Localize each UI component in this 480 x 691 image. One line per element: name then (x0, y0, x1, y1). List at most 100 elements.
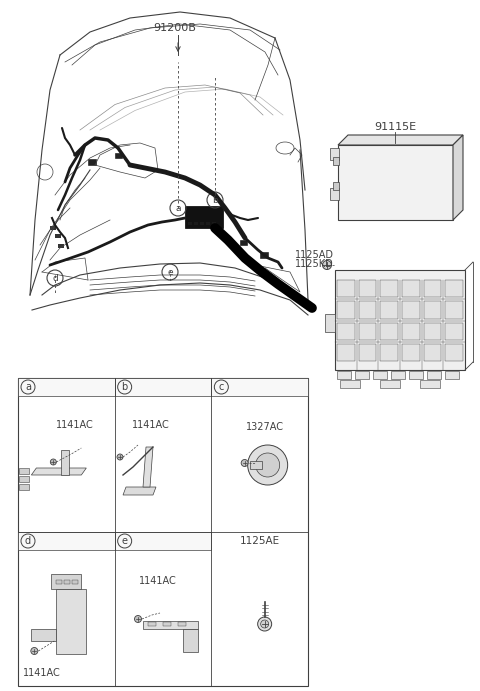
Bar (18, 378, 115, 396)
Bar (56, 580, 62, 584)
Circle shape (117, 454, 123, 460)
Text: c: c (219, 382, 224, 392)
Bar (391, 371, 405, 379)
Text: 91200B: 91200B (154, 23, 196, 33)
Bar (333, 182, 339, 190)
Text: d: d (52, 274, 58, 283)
Text: 1327AC: 1327AC (246, 422, 284, 432)
Polygon shape (143, 621, 198, 629)
Polygon shape (453, 135, 463, 220)
Bar (260, 252, 268, 258)
Bar (445, 371, 459, 379)
Bar (445, 301, 463, 319)
Polygon shape (51, 574, 81, 589)
Text: 1141AC: 1141AC (132, 420, 170, 430)
Bar (194, 222, 198, 225)
Circle shape (261, 620, 269, 628)
Bar (211, 378, 308, 396)
Text: d: d (25, 536, 31, 546)
Bar (19, 476, 29, 482)
Bar (163, 622, 171, 626)
Circle shape (256, 453, 280, 477)
Bar (18, 532, 115, 550)
Bar (335, 270, 465, 370)
Text: 1141AC: 1141AC (139, 576, 177, 586)
Text: 1125KD: 1125KD (295, 259, 334, 269)
Bar (206, 222, 210, 225)
Bar (445, 343, 463, 361)
Polygon shape (31, 468, 86, 475)
Bar (409, 371, 423, 379)
Bar (188, 222, 192, 225)
Polygon shape (143, 447, 153, 487)
Bar (19, 484, 29, 490)
Circle shape (258, 617, 272, 631)
Bar (445, 323, 463, 340)
Bar (325, 314, 335, 332)
Bar (424, 301, 441, 319)
Bar (373, 371, 387, 379)
Bar (337, 343, 355, 361)
Bar (18, 378, 308, 686)
Bar (402, 343, 420, 361)
Bar (250, 461, 262, 469)
Bar (359, 343, 376, 361)
Bar (359, 280, 376, 297)
Bar (402, 301, 420, 319)
Bar (338, 145, 453, 220)
Circle shape (31, 647, 38, 654)
Bar (337, 323, 355, 340)
Bar (240, 240, 247, 245)
Polygon shape (61, 450, 69, 475)
Bar (50, 226, 56, 230)
Bar (380, 380, 400, 388)
Text: 91115E: 91115E (374, 122, 416, 132)
Bar (212, 222, 216, 225)
Bar (380, 343, 398, 361)
Bar (337, 280, 355, 297)
Bar (359, 301, 376, 319)
Text: 1125AE: 1125AE (240, 536, 280, 546)
Bar (88, 159, 96, 165)
Text: e: e (167, 267, 173, 276)
Bar (72, 580, 78, 584)
Bar (115, 378, 211, 396)
Polygon shape (31, 629, 56, 641)
Bar (333, 157, 339, 165)
Bar (115, 153, 122, 158)
Circle shape (50, 459, 56, 465)
Polygon shape (338, 135, 463, 145)
Text: b: b (121, 382, 128, 392)
Bar (185, 206, 223, 228)
Bar (337, 301, 355, 319)
Bar (19, 468, 29, 474)
Text: e: e (121, 536, 128, 546)
Bar (380, 323, 398, 340)
Bar (424, 280, 441, 297)
Bar (359, 323, 376, 340)
Bar (64, 580, 71, 584)
Circle shape (241, 460, 248, 466)
Text: 1141AC: 1141AC (23, 668, 60, 677)
Bar (355, 371, 369, 379)
Bar (330, 148, 339, 160)
Text: 1125AD: 1125AD (295, 250, 334, 260)
Bar (380, 301, 398, 319)
Text: a: a (175, 204, 181, 213)
Circle shape (134, 616, 142, 623)
Bar (424, 323, 441, 340)
Bar (402, 280, 420, 297)
Bar (178, 622, 186, 626)
Bar (55, 234, 61, 238)
Bar (402, 323, 420, 340)
Bar (445, 280, 463, 297)
Polygon shape (56, 589, 86, 654)
Bar (330, 188, 339, 200)
Bar (424, 343, 441, 361)
Bar (115, 532, 211, 550)
Bar (420, 380, 440, 388)
Circle shape (248, 445, 288, 485)
Polygon shape (183, 629, 198, 652)
Bar (200, 222, 204, 225)
Polygon shape (123, 487, 156, 495)
